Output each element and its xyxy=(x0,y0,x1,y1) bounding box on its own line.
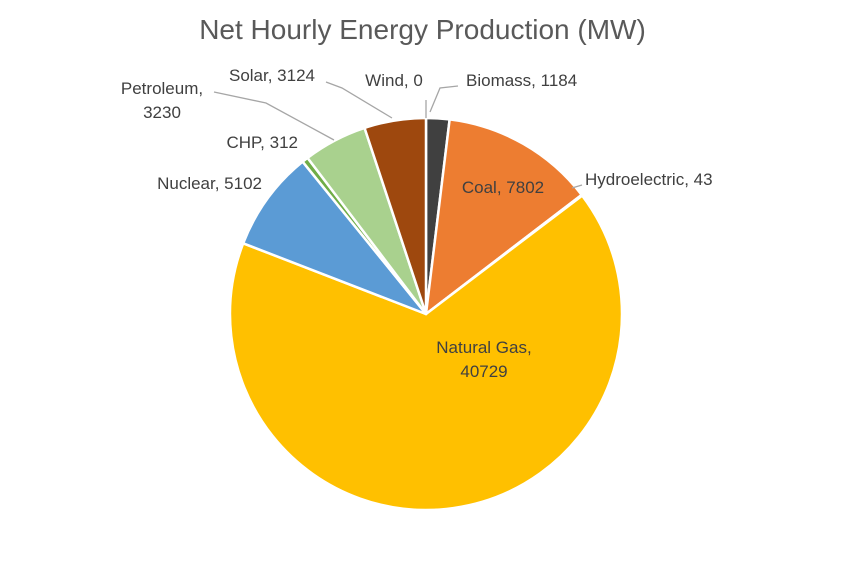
data-label-line: Biomass, 1184 xyxy=(466,71,577,90)
data-label-line: CHP, 312 xyxy=(226,133,298,152)
data-label-line: 3230 xyxy=(143,103,181,122)
data-label-line: Natural Gas, xyxy=(436,338,531,357)
data-labels: Biomass, 1184 Coal, 7802 Hydroelectric, 43… xyxy=(121,66,713,381)
leader-line-petroleum xyxy=(213,91,335,141)
data-label-chp: CHP, 312 xyxy=(226,133,298,152)
data-label-natural-gas: Natural Gas, 40729 xyxy=(436,338,531,381)
data-label-line: Hydroelectric, 43 xyxy=(585,170,713,189)
data-label-line: Wind, 0 xyxy=(365,71,423,90)
data-label-hydroelectric: Hydroelectric, 43 xyxy=(585,170,713,189)
pie-slice-solar xyxy=(363,116,428,316)
chart-title: Net Hourly Energy Production (MW) xyxy=(199,14,646,45)
data-label-solar: Solar, 3124 xyxy=(229,66,315,85)
pie-slices xyxy=(228,116,624,512)
data-label-line: 40729 xyxy=(460,362,507,381)
data-label-wind: Wind, 0 xyxy=(365,71,423,90)
data-label-coal: Coal, 7802 xyxy=(462,178,544,197)
leader-line-hydroelectric xyxy=(571,184,583,189)
leader-line-solar xyxy=(325,81,393,119)
leader-line-biomass xyxy=(429,85,459,113)
pie-slice-nuclear xyxy=(241,160,428,316)
pie-slice-natural-gas xyxy=(228,194,624,512)
data-label-nuclear: Nuclear, 5102 xyxy=(157,174,262,193)
leader-lines xyxy=(213,81,583,189)
data-label-line: Petroleum, xyxy=(121,79,203,98)
data-label-biomass: Biomass, 1184 xyxy=(466,71,577,90)
data-label-line: Coal, 7802 xyxy=(462,178,544,197)
pie-slice-coal xyxy=(424,118,583,316)
data-label-line: Nuclear, 5102 xyxy=(157,174,262,193)
data-label-petroleum: Petroleum, 3230 xyxy=(121,79,203,122)
data-label-line: Solar, 3124 xyxy=(229,66,315,85)
